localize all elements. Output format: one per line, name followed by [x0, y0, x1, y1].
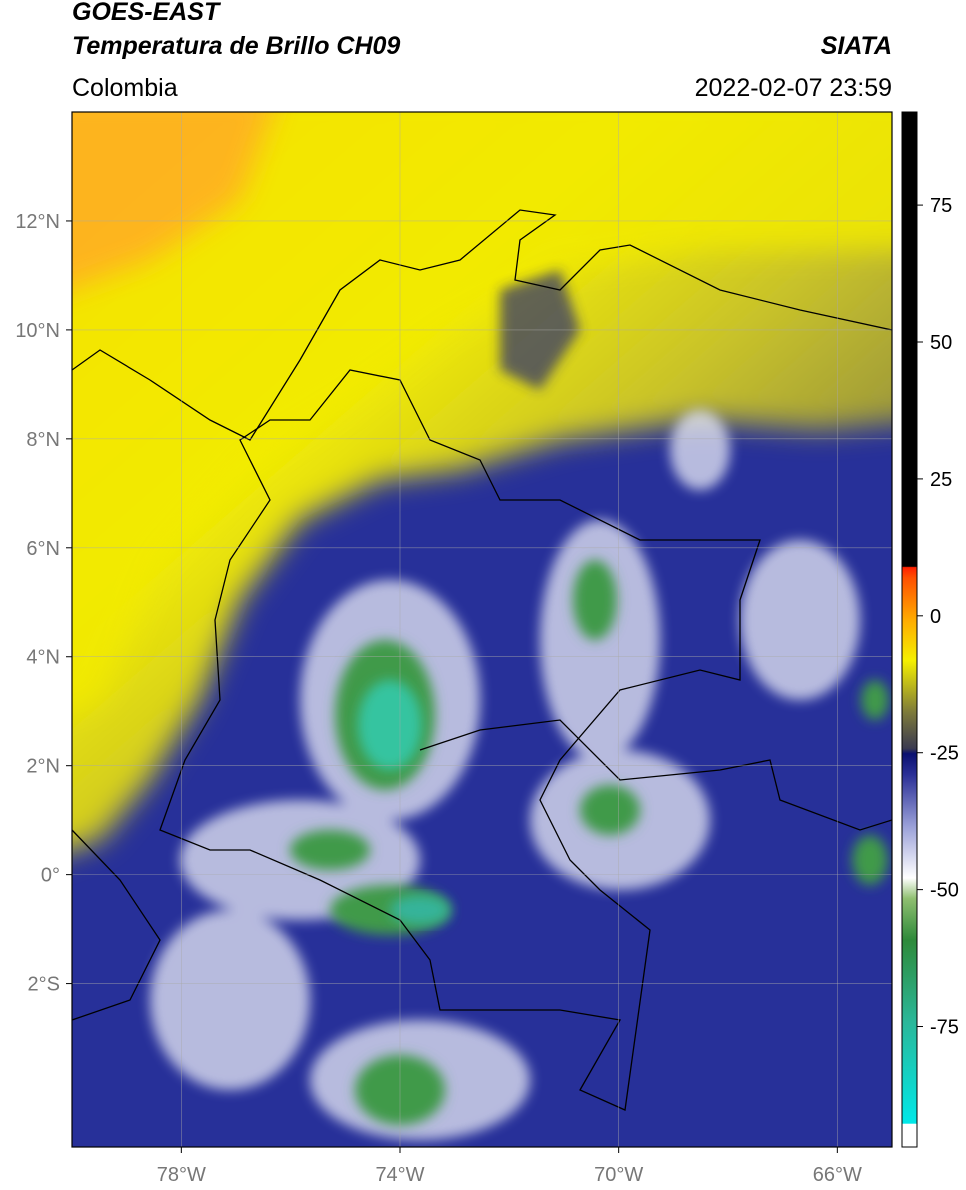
x-tick-label: 78°W: [157, 1164, 206, 1186]
region: Colombia: [72, 74, 178, 102]
y-tick-label: 8°N: [26, 429, 60, 451]
datetime: 2022-02-07 23:59: [695, 74, 892, 102]
colorbar-tick-label: -25: [930, 743, 959, 765]
title: GOES-EAST: [72, 0, 222, 26]
map-frame: [71, 111, 893, 1148]
y-tick-label: 6°N: [26, 538, 60, 560]
colorbar-tick-label: -75: [930, 1017, 959, 1039]
colorbar-tick-label: 0: [930, 606, 941, 628]
axes: 78°W 74°W 70°W 66°W 12°N 10°N 8°N 6°N 4°N 2°N 0° 2°…: [15, 195, 959, 1186]
colorbar: [901, 111, 918, 1148]
satellite-image: [72, 112, 892, 1147]
colorbar-tick-label: -50: [930, 880, 959, 902]
y-tick-label: 0°: [41, 865, 60, 887]
y-tick-label: 2°S: [28, 974, 60, 996]
y-tick-label: 10°N: [15, 320, 60, 342]
x-tick-label: 74°W: [375, 1164, 424, 1186]
x-tick-label: 66°W: [813, 1164, 862, 1186]
colorbar-tick-label: 75: [930, 195, 952, 217]
source: SIATA: [821, 32, 892, 60]
y-tick-label: 4°N: [26, 647, 60, 669]
colorbar-tick-label: 25: [930, 469, 952, 491]
colorbar-tick-label: 50: [930, 332, 952, 354]
title: Temperatura de Brillo CH09: [72, 32, 400, 60]
x-tick-label: 70°W: [594, 1164, 643, 1186]
graticule: [72, 112, 892, 1147]
y-tick-label: 2°N: [26, 756, 60, 778]
y-tick-label: 12°N: [15, 211, 60, 233]
